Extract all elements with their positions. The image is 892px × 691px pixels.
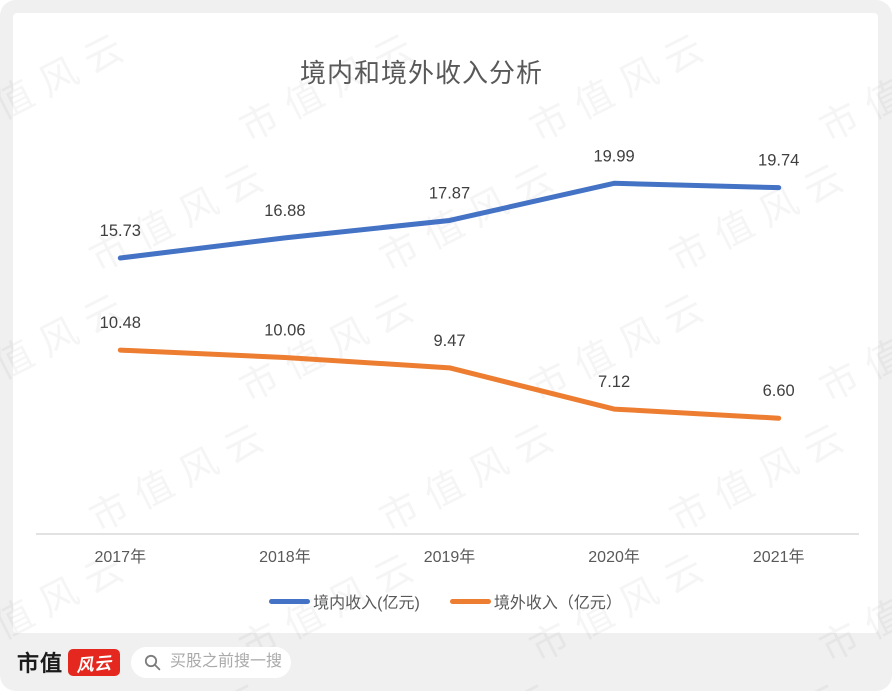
legend-label: 境内收入(亿元)	[313, 595, 420, 612]
chart-area: 境内和境外收入分析 15.73 16.88 17.87 19.99 19.74 10.48…	[13, 13, 878, 633]
search-icon	[144, 654, 161, 670]
footer-bar: 市值 风云	[0, 633, 892, 691]
series-line-0	[117, 180, 782, 261]
search-bar[interactable]	[131, 646, 292, 678]
brand-badge-text: 风云	[75, 652, 113, 676]
data-label: 9.47	[433, 332, 465, 350]
data-label: 16.88	[264, 202, 305, 220]
chart-title: 境内和境外收入分析	[299, 58, 543, 88]
data-label: 6.60	[763, 382, 795, 400]
series-line-1	[117, 347, 782, 421]
data-label: 17.87	[429, 184, 470, 202]
x-axis-label: 2021年	[753, 548, 805, 566]
data-label: 7.12	[598, 373, 630, 391]
data-label: 19.74	[758, 152, 799, 170]
data-label: 10.06	[264, 321, 305, 339]
data-label: 15.73	[100, 222, 141, 240]
x-axis-label: 2017年	[94, 548, 146, 566]
data-label: 10.48	[100, 314, 141, 332]
data-label: 19.99	[593, 147, 634, 165]
legend-swatch	[449, 598, 491, 604]
chart-legend: 境内收入(亿元) 境外收入（亿元）	[13, 589, 878, 613]
legend-label: 境外收入（亿元）	[493, 595, 622, 612]
legend-item-0: 境内收入(亿元)	[269, 589, 420, 613]
legend-item-1: 境外收入（亿元）	[449, 589, 622, 613]
x-axis-label: 2020年	[588, 548, 640, 566]
brand-logo-text: 市值	[17, 651, 64, 676]
brand-badge: 风云	[68, 648, 121, 676]
x-axis-label: 2018年	[259, 548, 311, 566]
chart-card	[13, 13, 878, 633]
x-axis-label: 2019年	[424, 548, 476, 566]
line-chart: 15.73 16.88 17.87 19.99 19.74 10.48 10.06 9.47 7…	[36, 147, 859, 566]
legend-swatch	[269, 598, 311, 604]
search-input[interactable]	[168, 652, 291, 672]
